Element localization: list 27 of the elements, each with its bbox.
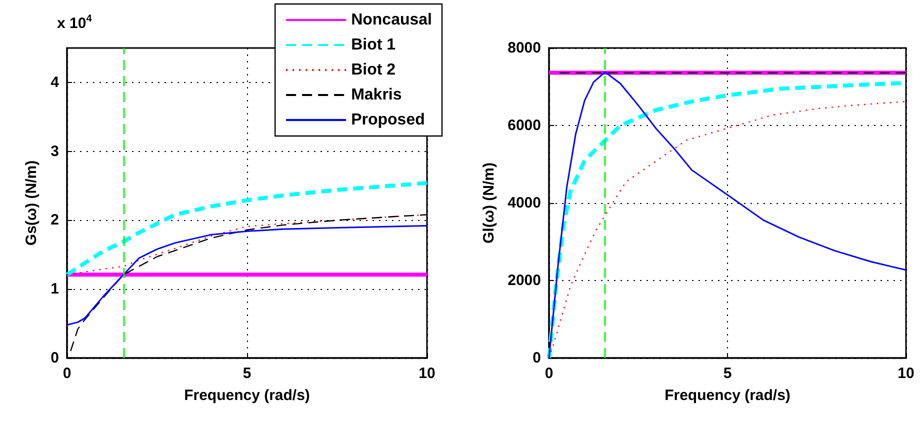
line-series <box>66 224 428 326</box>
x-tick-label: 5 <box>242 365 252 382</box>
line-series <box>65 181 429 277</box>
y-axis-title: Gl(ω) (N/m) <box>480 162 498 244</box>
y-tick-label: 2000 <box>508 272 541 289</box>
x-tick-label: 10 <box>898 365 914 382</box>
y-tick-label: 6000 <box>508 117 541 134</box>
y-tick-label: 0 <box>532 350 541 366</box>
x-axis-title: Frequency (rad/s) <box>664 387 790 404</box>
legend-label: Biot 1 <box>351 36 396 54</box>
x-tick-label: 0 <box>62 365 72 382</box>
y-tick-label: 1 <box>50 280 59 298</box>
y-tick-label: 4000 <box>508 194 541 212</box>
x-tick-label: 0 <box>544 365 554 382</box>
x-axis-title: Frequency (rad/s) <box>184 387 310 404</box>
legend-label: Noncausal <box>351 12 432 28</box>
y-tick-label: 4 <box>50 74 60 91</box>
y-axis-title: Gs(ω) (N/m) <box>23 160 40 246</box>
legend-label: Biot 2 <box>351 62 396 78</box>
y-tick-label: 2 <box>50 212 59 229</box>
x-tick-label: 10 <box>418 365 436 382</box>
x-tick-label: 5 <box>723 365 732 382</box>
y-tick-label: 3 <box>50 142 59 160</box>
y-tick-label: 0 <box>50 350 59 366</box>
y-tick-label: 8000 <box>508 40 541 56</box>
legend-label: Proposed <box>351 112 425 128</box>
legend-label: Makris <box>351 86 402 104</box>
